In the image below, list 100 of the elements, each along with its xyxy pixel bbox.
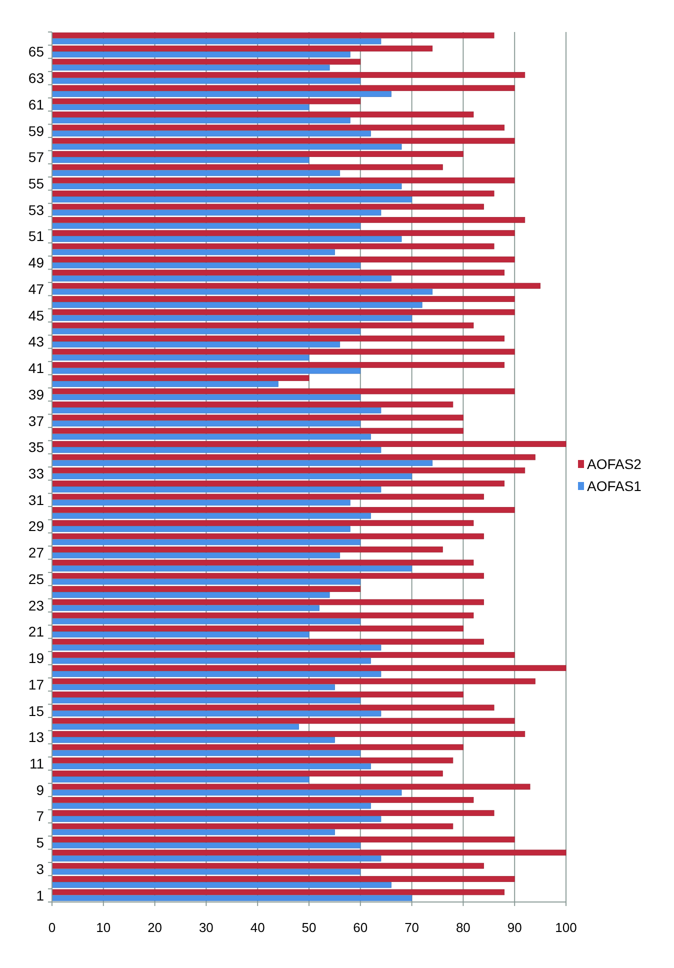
y-tick-label: 29 (28, 518, 44, 534)
bar (52, 737, 335, 743)
bar (52, 632, 310, 638)
bar (52, 177, 515, 184)
y-tick-label: 33 (28, 465, 44, 482)
bar (52, 336, 505, 342)
y-tick-label: 9 (36, 782, 44, 798)
bar (52, 328, 361, 334)
bar (52, 776, 310, 782)
x-tick-label: 90 (507, 920, 522, 935)
bar (52, 98, 361, 104)
y-tick-label: 41 (28, 360, 44, 376)
bar (52, 539, 361, 546)
bar (52, 876, 515, 882)
bar (52, 850, 566, 856)
x-tick-label: 100 (555, 920, 577, 935)
bar (52, 671, 382, 677)
y-tick-label: 39 (28, 386, 44, 402)
y-tick-label: 51 (28, 228, 44, 244)
y-tick-label: 13 (28, 729, 44, 746)
bar (52, 560, 474, 566)
x-tick-label: 80 (456, 920, 470, 935)
bar (52, 322, 474, 328)
x-tick-label: 70 (404, 920, 420, 935)
bar (52, 454, 536, 460)
bar (52, 658, 371, 664)
bar (52, 486, 382, 492)
bar (52, 183, 402, 190)
bar (52, 348, 515, 355)
bar (52, 592, 330, 598)
bar (52, 520, 474, 526)
legend-label: AOFAS2 (587, 456, 642, 472)
bar (52, 196, 412, 202)
bar (52, 85, 515, 92)
y-tick-label: 65 (28, 44, 44, 60)
bar (52, 381, 278, 387)
bar (52, 644, 382, 651)
bar (52, 770, 443, 776)
bar (52, 895, 412, 902)
bar (52, 52, 350, 58)
bar (52, 302, 422, 308)
bar (52, 58, 361, 65)
bar (52, 288, 433, 295)
bar (52, 586, 361, 592)
bar (52, 697, 361, 704)
y-tick-label: 63 (28, 70, 44, 86)
bar (52, 144, 402, 150)
bar (52, 230, 515, 236)
bar (52, 315, 412, 322)
bar (52, 507, 515, 513)
bar (52, 276, 392, 282)
y-tick-label: 31 (28, 492, 44, 508)
bar (52, 572, 484, 579)
bar (52, 342, 340, 348)
bar (52, 236, 402, 242)
legend-label: AOFAS1 (587, 478, 642, 494)
bar (52, 692, 464, 698)
bar (52, 222, 361, 229)
bar (52, 566, 412, 572)
bar (52, 38, 382, 44)
bar (52, 467, 526, 474)
bar (52, 104, 310, 110)
bar (52, 784, 530, 790)
bar (52, 407, 382, 414)
bar (52, 72, 526, 78)
y-tick-label: 49 (28, 254, 44, 271)
y-tick-label: 43 (28, 334, 44, 350)
bar (52, 309, 515, 316)
y-tick-label: 17 (28, 676, 44, 692)
bar (52, 652, 515, 658)
bar (52, 802, 371, 809)
bar (52, 441, 566, 447)
x-tick-label: 10 (96, 920, 111, 935)
bar (52, 420, 361, 426)
y-tick-label: 25 (28, 570, 44, 587)
bar (52, 473, 412, 480)
y-tick-label: 59 (28, 122, 44, 139)
y-tick-label: 5 (36, 834, 44, 851)
bar (52, 32, 494, 38)
bar (52, 763, 371, 770)
bar (52, 46, 433, 52)
y-tick-label: 37 (28, 412, 44, 429)
bar (52, 618, 361, 624)
y-tick-label: 57 (28, 149, 44, 166)
bar (52, 797, 474, 803)
bar (52, 157, 310, 163)
bar (52, 124, 505, 131)
x-tick-label: 30 (198, 920, 214, 935)
bar (52, 117, 350, 124)
bar (52, 578, 361, 585)
bar (52, 862, 484, 869)
bar (52, 354, 310, 361)
y-tick-label: 35 (28, 439, 44, 456)
y-tick-label: 1 (36, 887, 44, 904)
bar (52, 164, 443, 170)
bar (52, 460, 433, 466)
y-tick-label: 23 (28, 597, 44, 614)
y-tick-label: 47 (28, 280, 44, 297)
bar (52, 414, 464, 421)
y-tick-label: 21 (28, 624, 44, 640)
